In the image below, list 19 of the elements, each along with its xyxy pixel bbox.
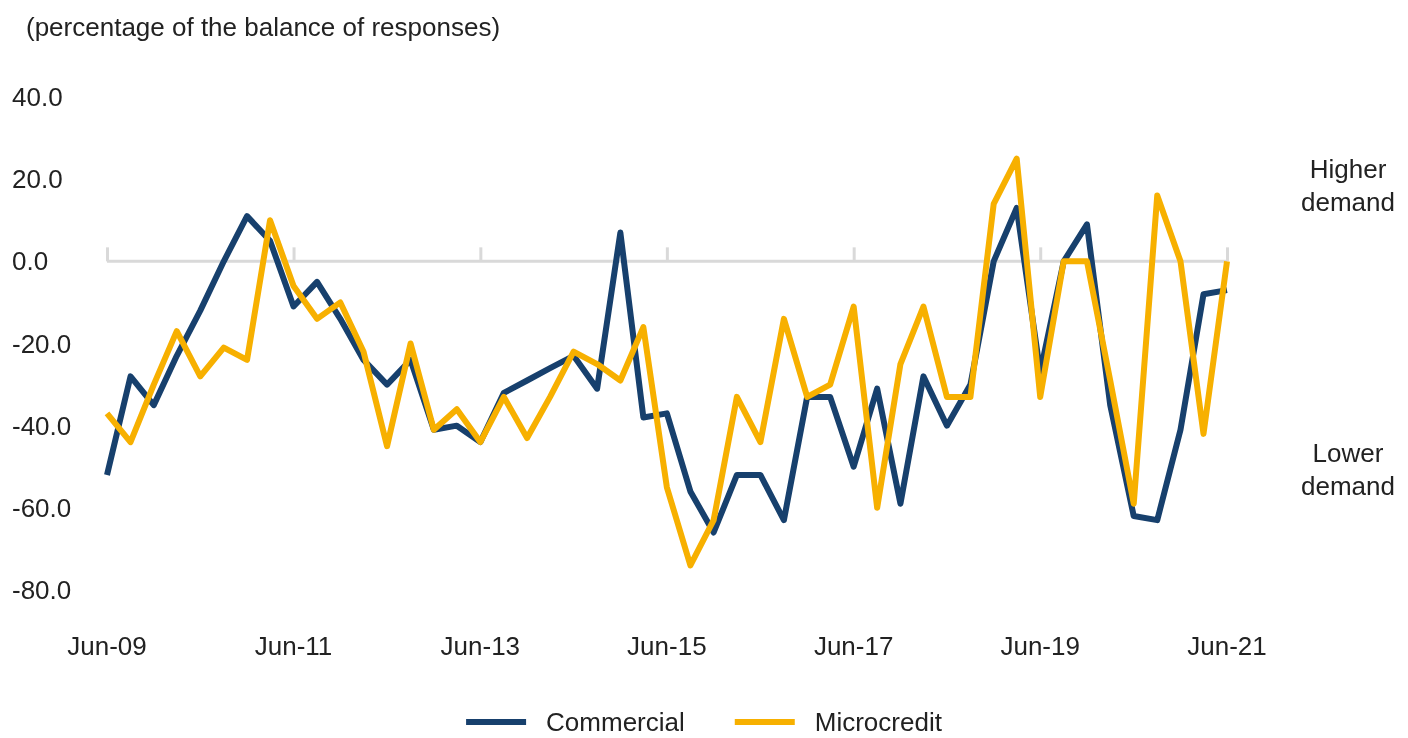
x-tick-label: Jun-11 [254, 631, 333, 661]
x-tick-label: Jun-13 [440, 631, 521, 661]
legend-label: Microcredit [814, 707, 943, 738]
y-tick-label: -20.0 [12, 328, 72, 359]
x-tick-label: Jun-17 [813, 631, 894, 661]
x-tick-label: Jun-15 [627, 631, 707, 661]
y-tick-label: -80.0 [12, 575, 72, 606]
y-tick-label: -60.0 [12, 492, 72, 523]
y-tick-label: 40.0 [12, 82, 63, 113]
text: Lower demand [1301, 438, 1395, 501]
y-axis-title: (percentage of the balance of responses) [26, 12, 501, 42]
x-tick-label: Jun-21 [1187, 631, 1267, 661]
y-tick-label: 0.0 [12, 246, 49, 277]
y-tick-label: -40.0 [12, 410, 72, 441]
x-tick-label: Jun-19 [1000, 631, 1080, 661]
text: Higher demand [1301, 154, 1395, 217]
y-tick-label: 20.0 [12, 164, 63, 195]
x-tick-label: Jun-09 [67, 631, 147, 661]
legend-label: Commercial [546, 707, 685, 738]
